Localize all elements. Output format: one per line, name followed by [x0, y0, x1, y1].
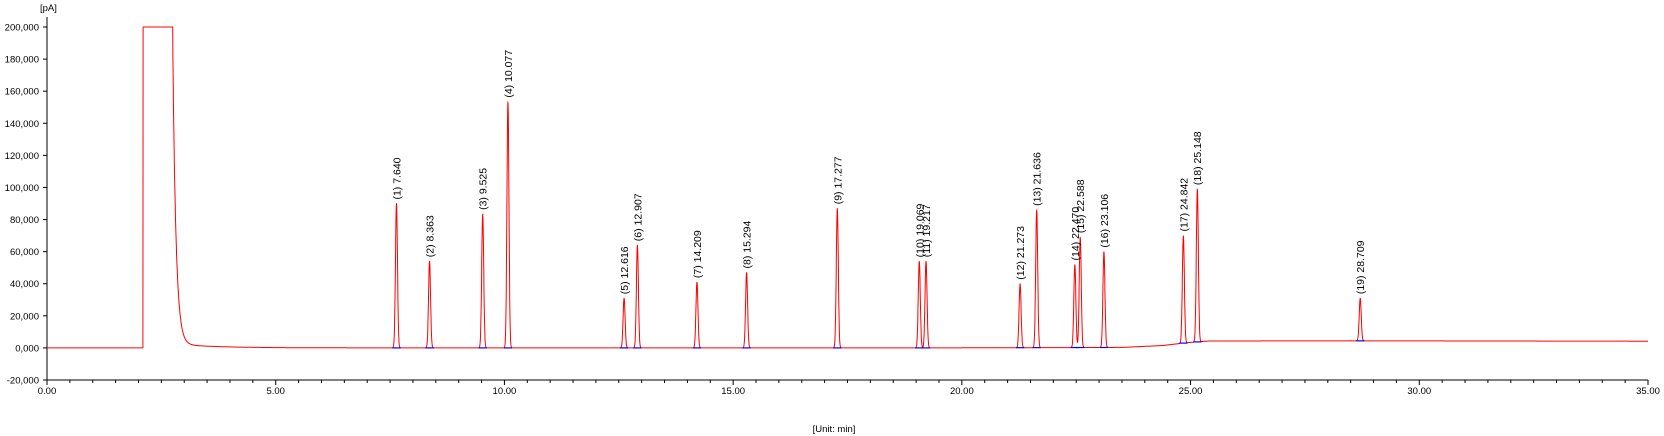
x-tick-label: 0.00 [38, 386, 57, 397]
x-axis-unit-label: [Unit: min] [813, 424, 856, 435]
x-tick-label: 20.00 [950, 386, 974, 397]
y-tick-label: 0,000 [15, 343, 39, 354]
peak-label: (13) 21.636 [1032, 152, 1044, 206]
peak-label: (15) 22.588 [1075, 179, 1087, 233]
peak-label: (18) 25.148 [1192, 131, 1204, 185]
peak-label: (14) 22.470 [1070, 207, 1082, 261]
peak-label: (4) 10.077 [503, 50, 515, 98]
peak-label: (5) 12.616 [619, 246, 631, 294]
x-tick-label: 10.00 [493, 386, 517, 397]
peak-label: (3) 9.525 [478, 168, 490, 210]
peak-label: (12) 21.273 [1015, 226, 1027, 280]
x-tick-label: 30.00 [1407, 386, 1431, 397]
y-tick-label: 200,000 [5, 23, 39, 34]
x-tick-label: 15.00 [721, 386, 745, 397]
y-tick-label: 80,000 [10, 215, 39, 226]
peak-label: (7) 14.209 [692, 230, 704, 278]
peak-label: (16) 23.106 [1099, 194, 1111, 248]
y-tick-label: 60,000 [10, 247, 39, 258]
peak-label: (17) 24.842 [1178, 178, 1190, 232]
y-tick-label: 40,000 [10, 279, 39, 290]
peak-label: (9) 17.277 [832, 156, 844, 204]
y-tick-label: 140,000 [5, 119, 39, 130]
signal-trace [46, 26, 1649, 349]
peak-label: (1) 7.640 [392, 157, 404, 199]
x-axis: 0.00 5.00 10.00 15.00 20.00 25.00 30.00 35.00 [38, 379, 1660, 397]
peak-label: (2) 8.363 [424, 215, 436, 257]
y-tick-label: 180,000 [5, 55, 39, 66]
y-axis-unit-label: [pA] [40, 3, 57, 14]
y-tick-label: 20,000 [10, 311, 39, 322]
peak-label: (19) 28.709 [1355, 240, 1367, 294]
peak-label: (11) 19.217 [921, 204, 933, 257]
y-tick-label: 160,000 [5, 87, 39, 98]
y-tick-label: 120,000 [5, 151, 39, 162]
x-tick-label: 25.00 [1179, 386, 1203, 397]
y-tick-label: -20,000 [7, 376, 39, 387]
y-tick-label: 100,000 [5, 183, 39, 194]
peak-label: (10) 19.069 [914, 203, 926, 257]
plot-area [46, 26, 1649, 349]
peak-label: (8) 15.294 [742, 220, 754, 268]
peak-label: (6) 12.907 [632, 193, 644, 241]
y-axis: -20,000 0,000 20,000 40,000 60,000 80,000 100,… [5, 17, 48, 387]
x-tick-label: 5.00 [266, 386, 285, 397]
peak-labels: (1) 7.640 (2) 8.363 (3) 9.525 (4) 10.077 (5)… [392, 50, 1368, 295]
x-tick-label: 35.00 [1636, 386, 1660, 397]
